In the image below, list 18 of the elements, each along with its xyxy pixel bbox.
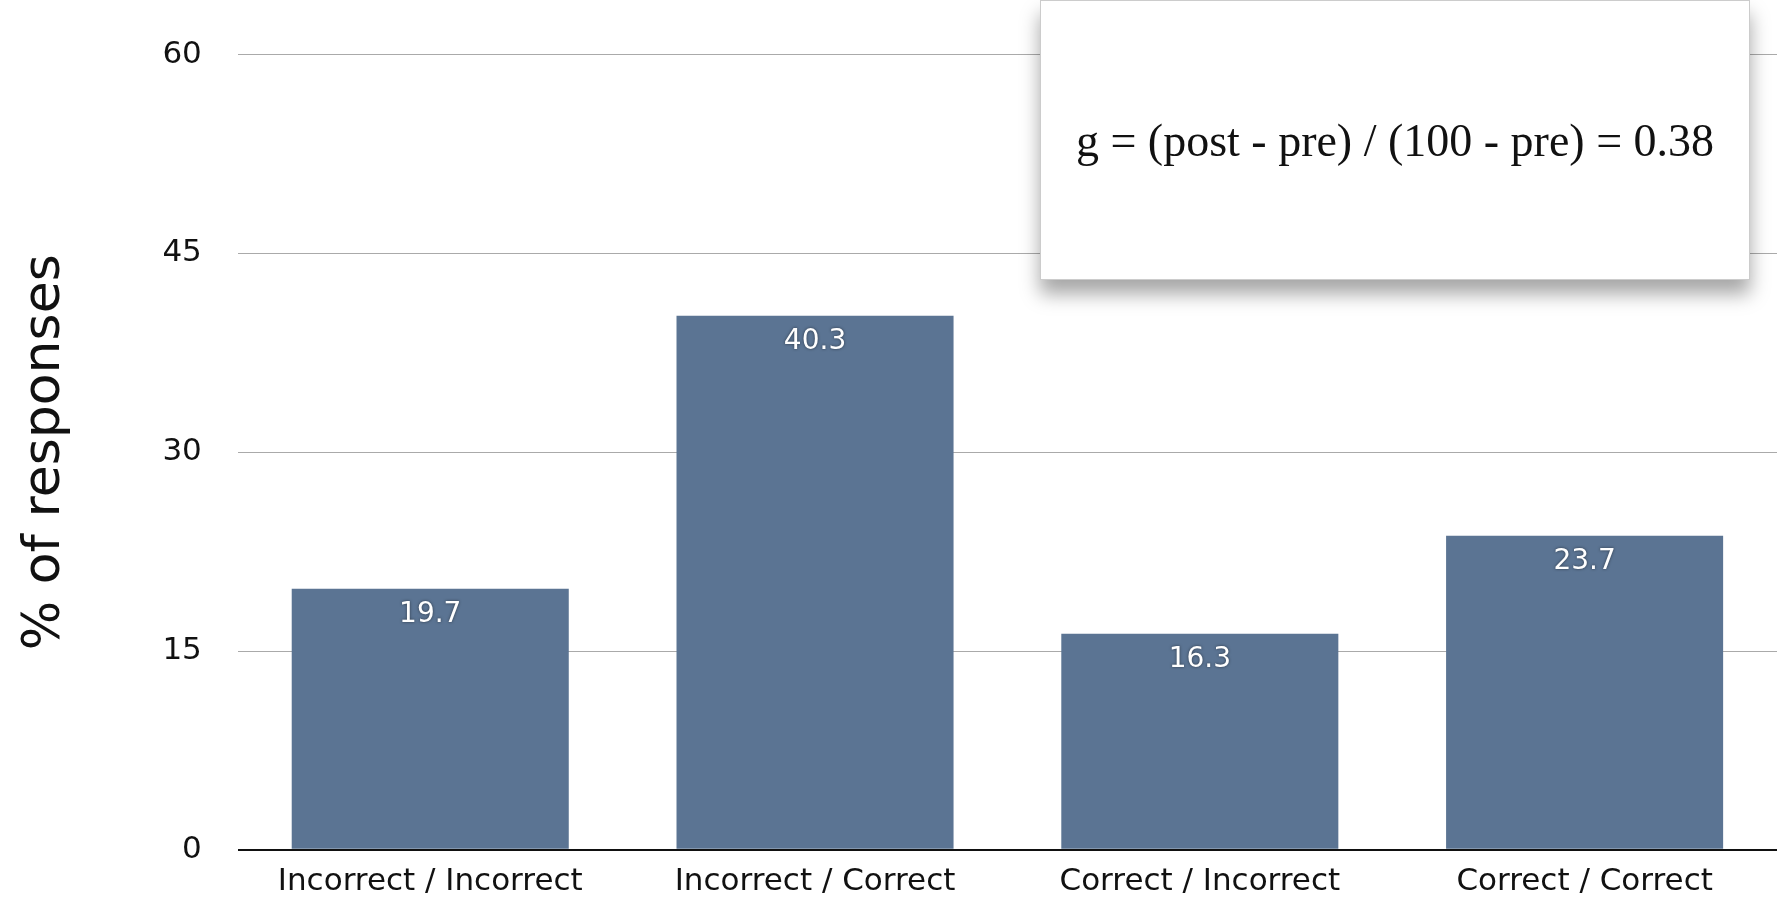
data-label: 16.3: [1168, 641, 1231, 675]
y-tick-label: 0: [182, 828, 202, 865]
bar: [291, 588, 569, 849]
y-tick-label: 30: [162, 431, 202, 468]
y-axis-title: % of responses: [10, 254, 71, 651]
data-label: 23.7: [1553, 542, 1616, 576]
bar: [676, 315, 954, 849]
x-tick-label: Incorrect / Correct: [674, 861, 956, 898]
bar: [1446, 535, 1724, 849]
x-tick-label: Correct / Incorrect: [1059, 861, 1341, 898]
bar: [1061, 633, 1339, 849]
data-label: 19.7: [399, 595, 462, 629]
x-tick-label: Incorrect / Incorrect: [277, 861, 583, 898]
data-label: 40.3: [783, 322, 847, 356]
x-tick-label: Correct / Correct: [1456, 861, 1713, 898]
y-tick-label: 60: [162, 33, 202, 70]
y-tick-label: 45: [162, 232, 202, 269]
y-tick-label: 15: [162, 630, 202, 667]
